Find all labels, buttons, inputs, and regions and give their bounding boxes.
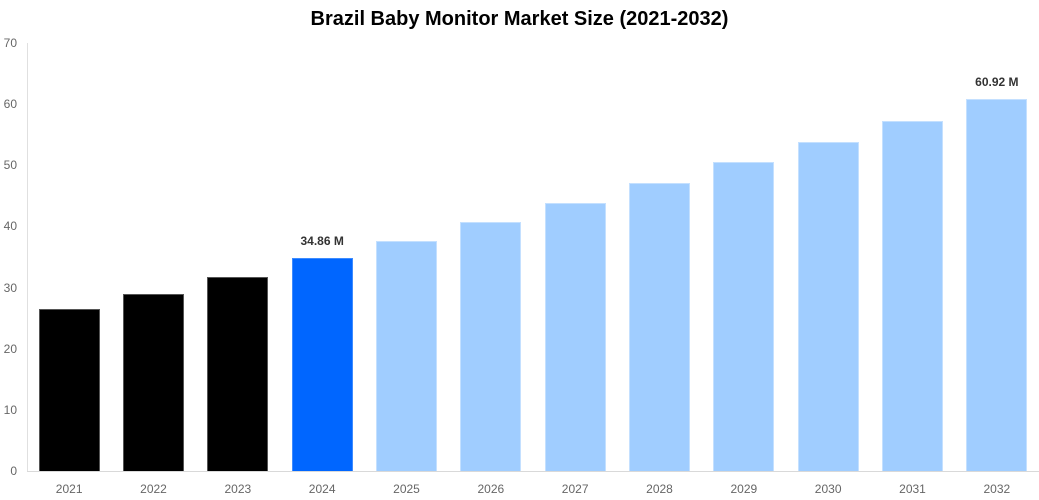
y-tick-label: 0	[10, 464, 17, 478]
chart-title: Brazil Baby Monitor Market Size (2021-20…	[310, 8, 729, 30]
x-tick-label: 2023	[224, 482, 252, 496]
x-tick-label: 2024	[308, 482, 336, 496]
y-tick-label: 30	[3, 280, 17, 295]
bar-2022[interactable]	[123, 293, 184, 471]
y-tick-label: 50	[3, 158, 17, 173]
x-tick-label: 2029	[730, 482, 758, 496]
bar-2021[interactable]	[38, 308, 100, 471]
x-tick-label: 2031	[899, 482, 926, 496]
x-tick-label: 2027	[561, 482, 589, 496]
bar-2030[interactable]	[797, 142, 859, 471]
y-tick-label: 10	[3, 402, 17, 417]
data-label: 34.86 M	[300, 233, 344, 248]
x-tick-label: 2025	[393, 482, 420, 496]
y-axis-line	[27, 43, 28, 471]
y-tick-label: 70	[3, 36, 17, 50]
x-tick-label: 2030	[814, 482, 842, 496]
y-tick-label: 60	[3, 97, 17, 112]
bar-2025[interactable]	[376, 241, 437, 471]
x-tick-label: 2032	[983, 482, 1011, 496]
bar-2032[interactable]	[966, 98, 1028, 471]
bar-2029[interactable]	[713, 162, 775, 471]
x-tick-label: 2021	[55, 482, 83, 496]
bar-2031[interactable]	[882, 121, 943, 471]
bar-2023[interactable]	[207, 277, 269, 471]
bar-2028[interactable]	[629, 183, 690, 471]
x-tick-label: 2028	[646, 482, 673, 496]
y-tick-label: 20	[3, 341, 17, 356]
x-tick-label: 2022	[140, 482, 167, 496]
bar-2027[interactable]	[544, 203, 606, 471]
bar-2026[interactable]	[460, 222, 522, 471]
x-axis-line	[27, 471, 1039, 472]
bar-2024[interactable]	[291, 257, 353, 471]
data-label: 60.92 M	[975, 74, 1019, 89]
x-tick-label: 2026	[477, 482, 505, 496]
y-tick-label: 40	[3, 219, 17, 234]
